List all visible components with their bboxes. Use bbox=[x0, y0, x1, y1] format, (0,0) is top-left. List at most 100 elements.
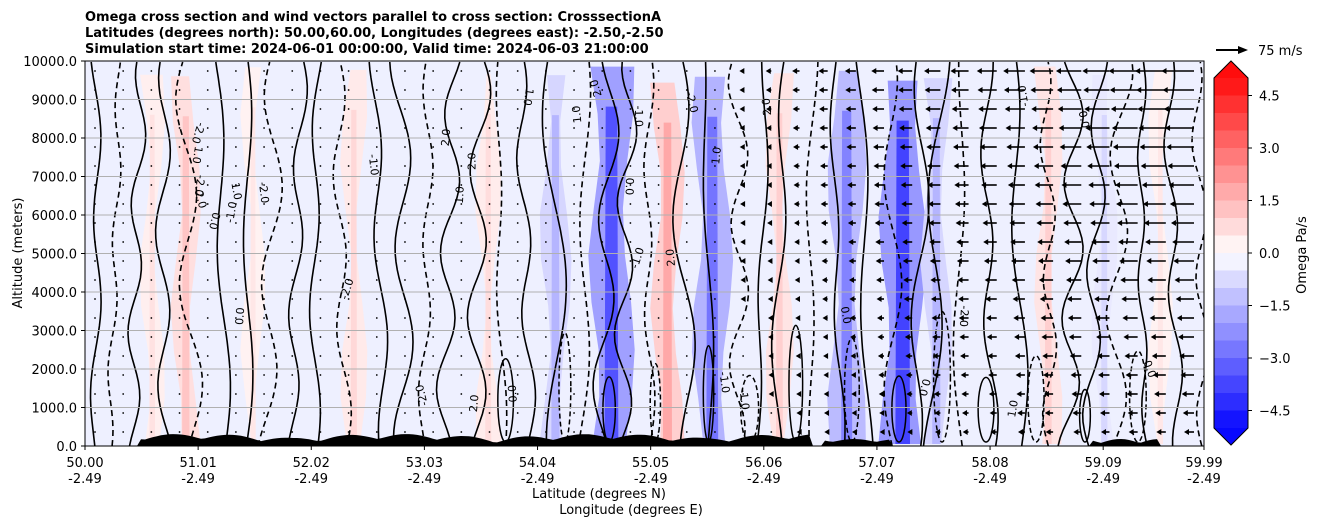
wind-vector-dot bbox=[94, 412, 96, 414]
contour-label: 0.0 bbox=[1076, 110, 1092, 130]
wind-vector-head bbox=[874, 220, 880, 226]
wind-vector-head bbox=[1097, 353, 1103, 359]
wind-vector-head bbox=[1148, 296, 1154, 302]
wind-vector-dot bbox=[516, 203, 519, 205]
wind-vector-dot bbox=[234, 127, 237, 129]
wind-vector-dot bbox=[460, 431, 463, 433]
wind-vector-dot bbox=[347, 298, 350, 300]
wind-vector-dot bbox=[657, 70, 660, 72]
wind-vector-dot bbox=[263, 374, 265, 376]
wind-vector-head bbox=[1127, 410, 1133, 416]
wind-vector-dot bbox=[375, 412, 378, 414]
wind-vector-head bbox=[821, 277, 827, 283]
wind-vector-dot bbox=[488, 203, 491, 205]
wind-vector-dot bbox=[150, 431, 153, 433]
wind-vector-dot bbox=[178, 127, 181, 129]
wind-vector-head bbox=[766, 201, 772, 207]
wind-vector-head bbox=[1004, 106, 1010, 112]
wind-vector-dot bbox=[206, 89, 209, 91]
wind-vector-dot bbox=[94, 146, 96, 148]
wind-vector-dot bbox=[685, 184, 688, 186]
wind-vector-dot bbox=[291, 412, 294, 414]
wind-vector-head bbox=[765, 87, 771, 93]
wind-vector-dot bbox=[150, 393, 153, 395]
wind-vector-head bbox=[1095, 315, 1101, 321]
wind-vector-head bbox=[1042, 353, 1048, 359]
wind-vector-head bbox=[875, 239, 881, 245]
wind-vector-dot bbox=[150, 108, 153, 110]
wind-vector-dot bbox=[404, 279, 406, 281]
wind-vector-head bbox=[899, 125, 905, 131]
wind-vector-head bbox=[962, 429, 968, 435]
wind-vector-dot bbox=[544, 184, 547, 186]
wind-vector-dot bbox=[319, 412, 322, 414]
wind-vector-dot bbox=[291, 184, 294, 186]
wind-vector-dot bbox=[263, 241, 265, 243]
wind-vector-dot bbox=[460, 355, 463, 357]
wind-vector-dot bbox=[347, 393, 350, 395]
contour-label: 0.0 bbox=[506, 384, 520, 402]
contour-label: -1.0 bbox=[716, 371, 732, 394]
wind-vector-head bbox=[931, 315, 937, 321]
contour-label: 2.0 bbox=[467, 394, 481, 413]
x-tick-label-lon: -2.49 bbox=[860, 472, 894, 487]
wind-vector-dot bbox=[291, 146, 294, 148]
wind-vector-head bbox=[983, 239, 989, 245]
colorbar-step bbox=[1214, 200, 1248, 218]
wind-vector-head bbox=[1072, 410, 1078, 416]
wind-vector-dot bbox=[234, 108, 237, 110]
wind-vector-dot bbox=[234, 260, 237, 262]
wind-vector-head bbox=[960, 372, 966, 378]
wind-vector-head bbox=[1179, 353, 1185, 359]
wind-vector-head bbox=[1030, 87, 1036, 93]
wind-vector-head bbox=[1014, 353, 1020, 359]
wind-vector-head bbox=[1039, 296, 1045, 302]
contour-closed bbox=[1027, 355, 1045, 443]
wind-vector-head bbox=[1034, 182, 1040, 188]
wind-vector-dot bbox=[685, 412, 688, 414]
wind-vector-dot bbox=[150, 222, 153, 224]
wind-vector-dot bbox=[573, 222, 575, 224]
wind-vector-dot bbox=[432, 108, 435, 110]
wind-vector-dot bbox=[178, 260, 181, 262]
wind-vector-dot bbox=[375, 89, 378, 91]
wind-vector-dot bbox=[122, 317, 125, 319]
wind-vector-head bbox=[879, 429, 885, 435]
wind-vector-dot bbox=[488, 298, 491, 300]
x-tick-label-lat: 56.06 bbox=[745, 456, 782, 471]
wind-vector-head bbox=[1084, 106, 1090, 112]
wind-vector-dot bbox=[347, 222, 350, 224]
wind-vector-head bbox=[901, 220, 907, 226]
contour-closed bbox=[1078, 388, 1092, 443]
wind-vector-head bbox=[1036, 220, 1042, 226]
wind-vector-dot bbox=[742, 336, 745, 338]
wind-vector-head bbox=[1125, 372, 1131, 378]
wind-vector-dot bbox=[94, 355, 96, 357]
contour-label: -2.0 bbox=[957, 305, 971, 327]
contour-label: -1.0 bbox=[632, 105, 645, 127]
wind-vector-head bbox=[906, 391, 912, 397]
wind-vector-dot bbox=[714, 317, 716, 319]
wind-vector-dot bbox=[685, 336, 688, 338]
contour-label: 1.0 bbox=[189, 145, 205, 164]
wind-vector-head bbox=[1089, 201, 1095, 207]
contour-label: -1.0 bbox=[737, 388, 752, 411]
wind-vector-dot bbox=[685, 222, 688, 224]
wind-vector-dot bbox=[375, 184, 378, 186]
wind-vector-dot bbox=[178, 241, 181, 243]
wind-vector-head bbox=[902, 258, 908, 264]
colorbar-extend-top bbox=[1214, 61, 1248, 78]
wind-vector-dot bbox=[432, 203, 435, 205]
wind-vector-head bbox=[877, 353, 883, 359]
quiver-key-arrowhead bbox=[1238, 46, 1248, 54]
wind-vector-head bbox=[1126, 391, 1132, 397]
wind-vector-dot bbox=[432, 146, 435, 148]
wind-vector-dot bbox=[657, 146, 660, 148]
wind-vector-head bbox=[1082, 68, 1088, 74]
wind-vector-dot bbox=[234, 317, 237, 319]
wind-vector-dot bbox=[601, 355, 604, 357]
colorbar-tick-label: 4.5 bbox=[1259, 90, 1280, 105]
wind-vector-dot bbox=[460, 412, 463, 414]
contour-label: 1.0 bbox=[709, 146, 724, 165]
